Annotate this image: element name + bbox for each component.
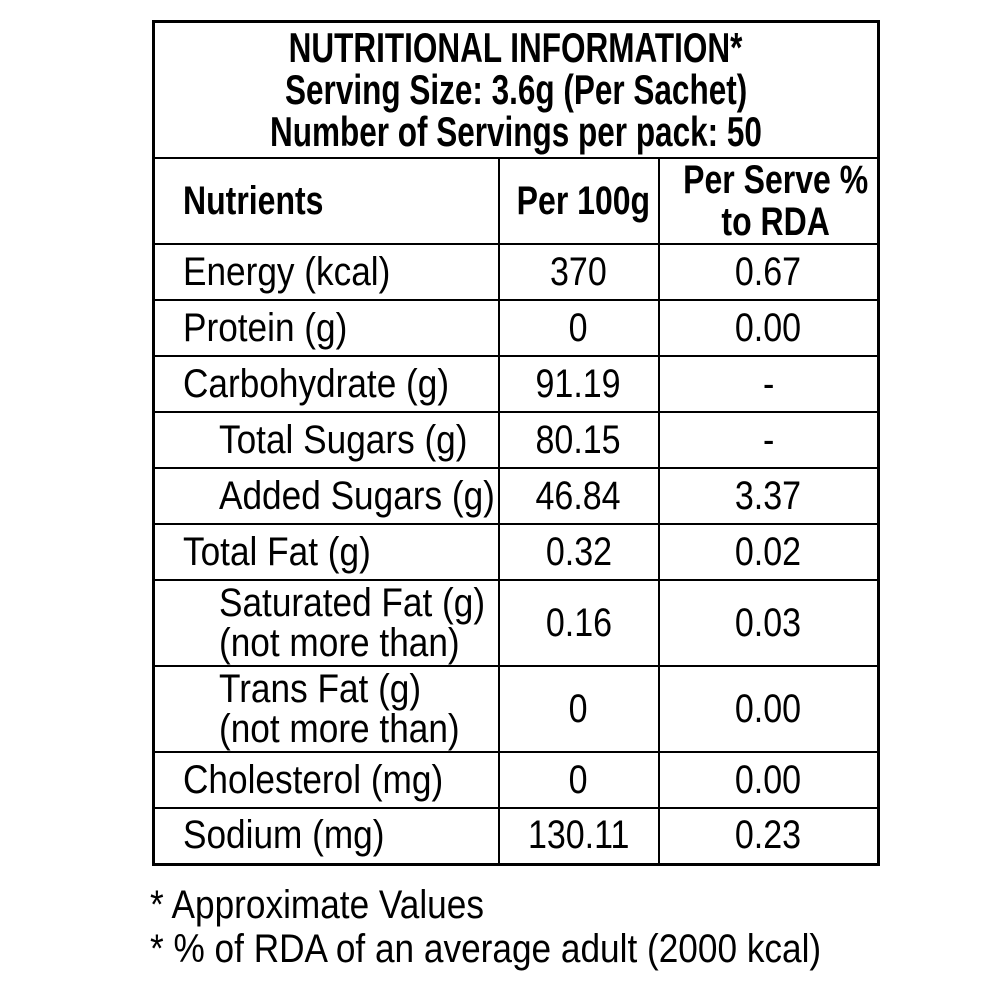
footnote-rda-average-adult: * % of RDA of an average adult (2000 kca… (150, 928, 913, 970)
column-header-per-serve-rda-text: Per Serve % to RDA (682, 158, 868, 244)
table-row: Protein (g) 0 0.00 (152, 299, 880, 357)
nutrient-cell: Total Sugars (g) (152, 411, 500, 469)
table-row: Total Sugars (g) 80.15 - (152, 411, 880, 469)
per-100g-cell: 370 (497, 243, 660, 301)
nutrient-label: Carbohydrate (g) (183, 361, 450, 406)
per-serve-rda-value: 3.37 (735, 473, 802, 518)
per-100g-value: 370 (550, 249, 607, 294)
column-header-nutrients-text: Nutrients (183, 179, 324, 223)
per-100g-value: 130.11 (527, 813, 630, 858)
table-row: Carbohydrate (g) 91.19 - (152, 355, 880, 413)
per-100g-cell: 130.11 (497, 807, 660, 865)
per-serve-rda-value: - (762, 417, 774, 462)
per-serve-rda-cell: 3.37 (657, 467, 880, 525)
per-100g-value: 0 (569, 305, 588, 350)
column-header-per-serve-rda: Per Serve % to RDA (657, 157, 880, 245)
per-100g-cell: 46.84 (497, 467, 660, 525)
per-100g-value: 46.84 (535, 473, 622, 518)
nutrient-cell: Cholesterol (mg) (152, 751, 500, 809)
nutrient-cell: Protein (g) (152, 299, 500, 357)
per-serve-rda-value: 0.03 (735, 601, 802, 645)
per-serve-rda-value: 0.02 (735, 529, 802, 574)
per-100g-value: 0.32 (545, 529, 612, 574)
footnote-rda-average-adult-text: * % of RDA of an average adult (2000 kca… (150, 927, 822, 971)
per-serve-rda-value: 0.00 (735, 305, 802, 350)
per-serve-rda-cell: 0.02 (657, 523, 880, 581)
table-row: Sodium (mg) 130.11 0.23 (152, 807, 880, 865)
nutrient-cell: Energy (kcal) (152, 243, 500, 301)
nutrient-label: Protein (g) (183, 305, 348, 350)
per-serve-rda-cell: 0.03 (657, 579, 880, 667)
table-row: Cholesterol (mg) 0 0.00 (152, 751, 880, 809)
per-serve-rda-cell: - (657, 355, 880, 413)
nutrition-table: NUTRITIONAL INFORMATION* Serving Size: 3… (152, 20, 881, 866)
nutrient-label: Cholesterol (mg) (183, 757, 444, 802)
per-100g-value: 0.16 (545, 601, 612, 645)
title-block: NUTRITIONAL INFORMATION* Serving Size: 3… (152, 20, 880, 159)
per-serve-rda-cell: 0.67 (657, 243, 880, 301)
per-serve-rda-cell: 0.00 (657, 665, 880, 753)
footnote-approximate-values-text: * Approximate Values (150, 883, 484, 927)
per-100g-value: 91.19 (535, 361, 622, 406)
nutrient-cell: Sodium (mg) (152, 807, 500, 865)
table-title: NUTRITIONAL INFORMATION* (155, 27, 877, 69)
footnote-approximate-values: * Approximate Values (150, 884, 913, 926)
nutrient-label: Energy (kcal) (183, 249, 391, 294)
column-header-per-100g: Per 100g (497, 157, 660, 245)
nutrient-label: Added Sugars (g) (219, 473, 495, 518)
per-100g-cell: 80.15 (497, 411, 660, 469)
table-title-text: NUTRITIONAL INFORMATION* (289, 24, 743, 71)
column-header-nutrients: Nutrients (152, 157, 500, 245)
per-serve-rda-value: 0.67 (735, 249, 802, 294)
per-serve-rda-cell: - (657, 411, 880, 469)
per-100g-cell: 0.16 (497, 579, 660, 667)
per-100g-value: 0 (569, 757, 588, 802)
per-100g-cell: 0 (497, 299, 660, 357)
per-100g-cell: 0.32 (497, 523, 660, 581)
per-serve-rda-value: 0.00 (735, 757, 802, 802)
servings-per-pack: Number of Servings per pack: 50 (155, 111, 877, 153)
serving-size: Serving Size: 3.6g (Per Sachet) (155, 69, 877, 111)
per-serve-rda-cell: 0.00 (657, 751, 880, 809)
per-serve-rda-cell: 0.00 (657, 299, 880, 357)
per-serve-rda-value: - (762, 361, 774, 406)
per-100g-cell: 91.19 (497, 355, 660, 413)
servings-per-pack-text: Number of Servings per pack: 50 (270, 108, 762, 155)
nutrient-label: Total Sugars (g) (219, 417, 468, 462)
nutrient-cell: Added Sugars (g) (152, 467, 500, 525)
nutrient-cell: Carbohydrate (g) (152, 355, 500, 413)
footnotes: * Approximate Values * % of RDA of an av… (150, 884, 913, 972)
per-serve-rda-cell: 0.23 (657, 807, 880, 865)
nutrient-cell: Trans Fat (g) (not more than) (152, 665, 500, 753)
table-row: Total Fat (g) 0.32 0.02 (152, 523, 880, 581)
per-serve-rda-value: 0.23 (735, 813, 802, 858)
nutrient-cell: Saturated Fat (g) (not more than) (152, 579, 500, 667)
serving-size-text: Serving Size: 3.6g (Per Sachet) (284, 66, 748, 113)
per-serve-rda-value: 0.00 (735, 687, 802, 731)
nutrient-label: Trans Fat (g) (not more than) (219, 667, 460, 751)
per-100g-value: 80.15 (535, 417, 622, 462)
table-row: Saturated Fat (g) (not more than) 0.16 0.… (152, 579, 880, 667)
column-header-row: Nutrients Per 100g Per Serve % to RDA (152, 157, 880, 245)
column-header-per-100g-text: Per 100g (516, 179, 650, 223)
nutrient-label: Total Fat (g) (183, 529, 371, 574)
title-row: NUTRITIONAL INFORMATION* Serving Size: 3… (152, 20, 880, 159)
per-100g-value: 0 (569, 687, 588, 731)
nutrient-label: Sodium (mg) (183, 813, 385, 858)
per-100g-cell: 0 (497, 751, 660, 809)
table-row: Trans Fat (g) (not more than) 0 0.00 (152, 665, 880, 753)
nutrient-cell: Total Fat (g) (152, 523, 500, 581)
table-row: Added Sugars (g) 46.84 3.37 (152, 467, 880, 525)
nutrient-label: Saturated Fat (g) (not more than) (219, 581, 486, 665)
table-row: Energy (kcal) 370 0.67 (152, 243, 880, 301)
per-100g-cell: 0 (497, 665, 660, 753)
